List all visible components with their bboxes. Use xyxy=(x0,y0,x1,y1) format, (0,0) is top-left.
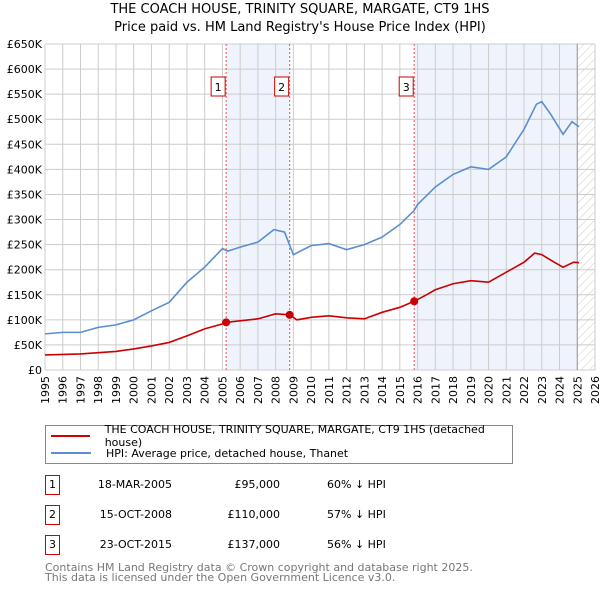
y-tick-label: £200K xyxy=(7,264,43,277)
x-tick-label: 2005 xyxy=(216,376,229,404)
x-tick-label: 2021 xyxy=(500,376,513,404)
x-tick-label: 2016 xyxy=(412,376,425,404)
x-tick-label: 2001 xyxy=(145,376,158,404)
x-tick-label: 2015 xyxy=(394,376,407,404)
y-tick-label: £500K xyxy=(7,113,43,126)
y-tick-label: £250K xyxy=(7,239,43,252)
x-tick-label: 2011 xyxy=(323,376,336,404)
x-tick-label: 1999 xyxy=(110,376,123,404)
x-tick-label: 2019 xyxy=(465,376,478,404)
sale-point xyxy=(222,318,231,327)
x-tick-label: 2010 xyxy=(305,376,318,404)
x-tick-label: 1996 xyxy=(57,376,70,404)
plot-area: 1995 1996 1997 1998 1999 2000 2001 2002 2003 2004… xyxy=(7,38,600,404)
footer-licence: This data is licensed under the Open Gov… xyxy=(45,571,396,584)
x-tick-label: 2017 xyxy=(429,376,442,404)
sale-row: 1 18-MAR-2005 £95,000 60% ↓ HPI xyxy=(45,475,545,495)
legend-item-hpi: HPI: Average price, detached house, Than… xyxy=(51,445,348,461)
legend-item-property: THE COACH HOUSE, TRINITY SQUARE, MARGATE… xyxy=(51,423,512,449)
y-tick-label: £650K xyxy=(7,38,43,51)
x-tick-label: 2003 xyxy=(181,376,194,404)
sale-marker-box xyxy=(398,76,414,97)
sale-date: 23-OCT-2015 xyxy=(99,538,172,551)
y-tick-label: £600K xyxy=(7,63,43,76)
x-tick-label: 2006 xyxy=(234,376,247,404)
sale-price: £110,000 xyxy=(227,508,281,521)
legend-swatch xyxy=(51,452,91,454)
sale-date: 18-MAR-2005 xyxy=(97,478,172,491)
y-tick-label: £100K xyxy=(7,314,43,327)
y-tick-label: £50K xyxy=(14,339,43,352)
y-tick-label: £550K xyxy=(7,88,43,101)
x-tick-label: 2024 xyxy=(554,376,567,404)
x-tick-label: 2009 xyxy=(287,376,300,404)
sale-point xyxy=(285,310,294,319)
x-tick-label: 2013 xyxy=(358,376,371,404)
x-tick-label: 2012 xyxy=(341,376,354,404)
sale-hpi-diff: 57% ↓ HPI xyxy=(327,508,386,521)
y-tick-label: £300K xyxy=(7,214,43,227)
legend: THE COACH HOUSE, TRINITY SQUARE, MARGATE… xyxy=(45,423,513,464)
sale-date: 15-OCT-2008 xyxy=(99,508,172,521)
sale-marker-label: 2 xyxy=(278,81,285,94)
sale-marker-box xyxy=(210,76,226,97)
chart-title: THE COACH HOUSE, TRINITY SQUARE, MARGATE… xyxy=(110,2,490,17)
sale-number-box: 3 xyxy=(45,535,60,555)
sale-marker-label: 3 xyxy=(403,81,410,94)
footer-copyright: Contains HM Land Registry data © Crown c… xyxy=(45,561,473,574)
x-tick-label: 1997 xyxy=(74,376,87,404)
x-tick-label: 2023 xyxy=(536,376,549,404)
series-line xyxy=(44,252,580,356)
sale-marker-box xyxy=(274,76,290,97)
x-tick-label: 2026 xyxy=(589,376,600,404)
x-tick-label: 2004 xyxy=(199,376,212,404)
sale-price: £95,000 xyxy=(234,478,281,491)
legend-label: THE COACH HOUSE, TRINITY SQUARE, MARGATE… xyxy=(104,423,485,449)
legend-label: HPI: Average price, detached house, Than… xyxy=(106,446,349,460)
sale-hpi-diff: 60% ↓ HPI xyxy=(327,478,386,491)
sale-price: £137,000 xyxy=(227,538,281,551)
y-tick-label: £400K xyxy=(7,163,43,176)
sale-number-box: 1 xyxy=(45,475,60,495)
y-tick-label: £350K xyxy=(7,188,43,201)
sale-marker-label: 1 xyxy=(215,81,222,94)
x-tick-label: 2007 xyxy=(252,376,265,404)
x-tick-label: 1998 xyxy=(92,376,105,404)
x-tick-label: 2000 xyxy=(128,376,141,404)
legend-swatch xyxy=(51,435,90,437)
sale-row: 2 15-OCT-2008 £110,000 57% ↓ HPI xyxy=(45,505,545,525)
x-tick-label: 2014 xyxy=(376,376,389,404)
chart-subtitle: Price paid vs. HM Land Registry's House … xyxy=(114,20,486,35)
x-tick-label: 2018 xyxy=(447,376,460,404)
shaded-period xyxy=(414,44,578,370)
y-tick-label: £0 xyxy=(28,364,42,377)
series-line xyxy=(44,100,580,335)
x-tick-label: 2022 xyxy=(518,376,531,404)
sale-hpi-diff: 56% ↓ HPI xyxy=(327,538,386,551)
x-tick-label: 2008 xyxy=(270,376,283,404)
sale-row: 3 23-OCT-2015 £137,000 56% ↓ HPI xyxy=(45,535,545,555)
y-tick-label: £150K xyxy=(7,289,43,302)
future-hatched-region xyxy=(577,44,595,370)
x-tick-label: 2020 xyxy=(483,376,496,404)
x-tick-label: 2025 xyxy=(571,376,584,404)
sale-point xyxy=(410,297,419,306)
y-tick-label: £450K xyxy=(7,138,43,151)
x-tick-label: 2002 xyxy=(163,376,176,404)
x-tick-label: 1995 xyxy=(39,376,52,404)
sale-number-box: 2 xyxy=(45,505,60,525)
